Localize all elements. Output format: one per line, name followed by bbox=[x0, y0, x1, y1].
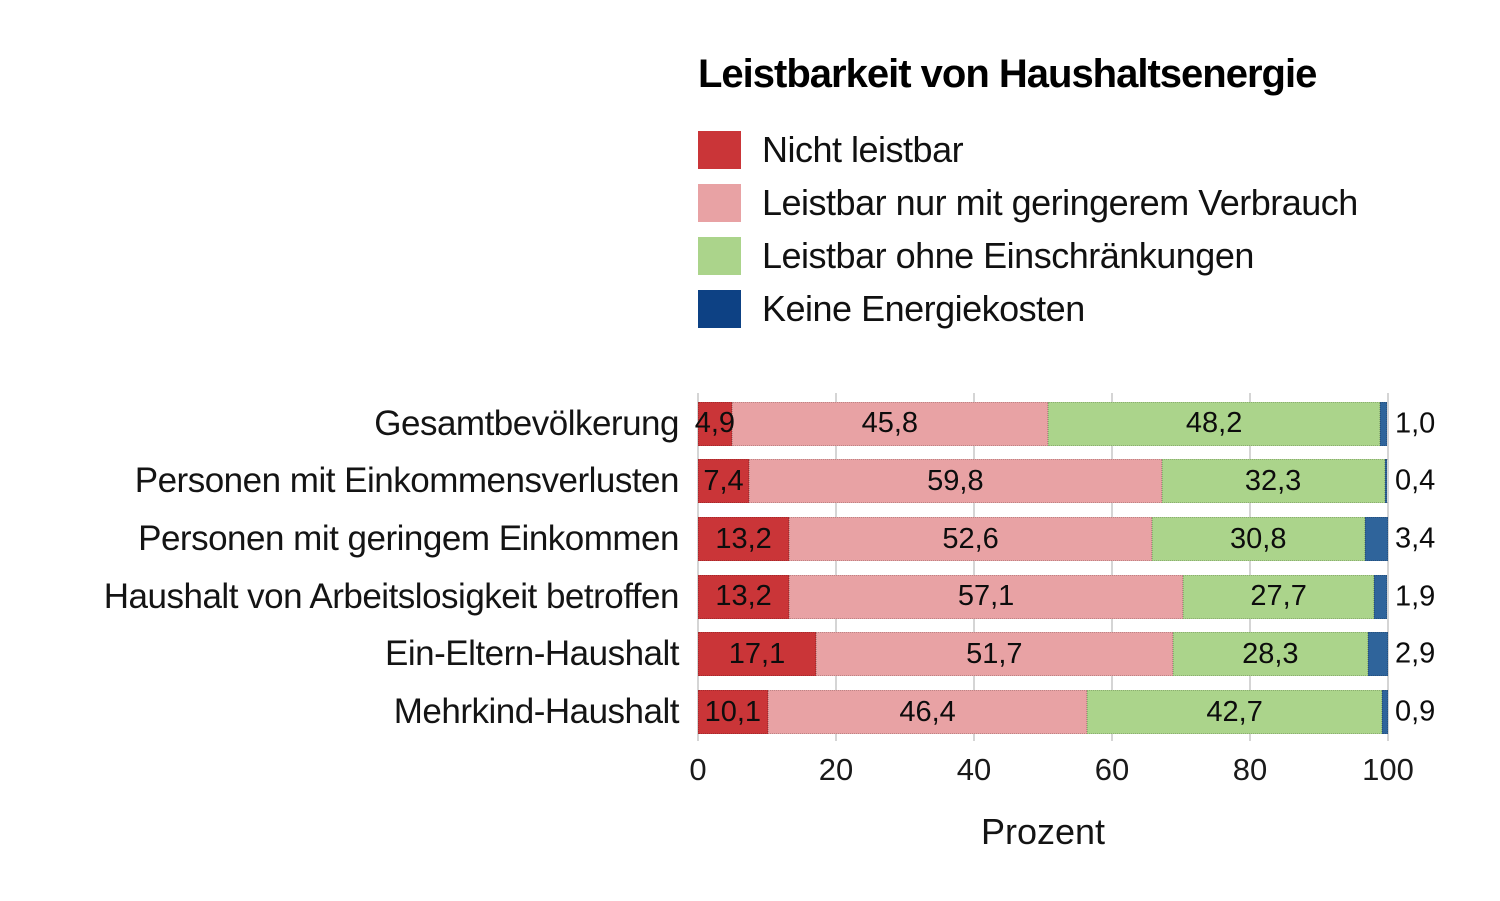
legend-item-label: Keine Energiekosten bbox=[762, 288, 1085, 329]
bar-segment: 27,7 bbox=[1183, 574, 1375, 619]
x-tick-label: 100 bbox=[1362, 752, 1414, 787]
category-label: Gesamtbevölkerung bbox=[374, 403, 679, 443]
bar-segment bbox=[1374, 574, 1388, 619]
legend-item-label: Leistbar nur mit geringerem Verbrauch bbox=[762, 182, 1358, 223]
bar-segment: 45,8 bbox=[731, 401, 1048, 446]
legend-item: Nicht leistbar bbox=[698, 129, 1358, 170]
gridline bbox=[973, 393, 975, 741]
x-tick-label: 60 bbox=[1094, 752, 1130, 787]
segment-value-label: 48,2 bbox=[1185, 407, 1243, 440]
segment-value-label: 7,4 bbox=[703, 464, 744, 497]
x-tick-label: 80 bbox=[1232, 752, 1268, 787]
segment-value-label: 28,3 bbox=[1242, 637, 1299, 670]
legend: Nicht leistbar Leistbar nur mit geringere… bbox=[698, 129, 1358, 329]
segment-value-label: 57,1 bbox=[957, 580, 1015, 613]
legend-swatch bbox=[698, 131, 741, 169]
bar-segment: 42,7 bbox=[1087, 690, 1382, 735]
segment-value-label: 46,4 bbox=[899, 695, 956, 728]
legend-swatch bbox=[698, 184, 741, 222]
segment-value-label: 51,7 bbox=[966, 637, 1023, 670]
segment-value-label: 27,7 bbox=[1250, 580, 1307, 613]
bar-segment: 57,1 bbox=[789, 574, 1184, 619]
bar-row: 13,2 57,1 27,7 1,9 bbox=[698, 574, 1435, 619]
x-axis-title: Prozent bbox=[980, 811, 1106, 852]
segment-value-label: 32,3 bbox=[1244, 464, 1302, 497]
gridline bbox=[1387, 393, 1389, 741]
gridline bbox=[1249, 393, 1251, 741]
bar-segment: 17,1 bbox=[698, 632, 816, 677]
bar-segment bbox=[1367, 632, 1388, 677]
bar-segment: 48,2 bbox=[1047, 401, 1381, 446]
bar-segment bbox=[1384, 459, 1388, 504]
plot-area: Prozent 0 20 40 60 80 100 4,9 45,8 48,2 1,0 7,4 59,… bbox=[689, 393, 1435, 852]
bar-segment bbox=[1381, 690, 1389, 735]
bar-segment: 51,7 bbox=[815, 632, 1173, 677]
segment-value-label-outside: 1,0 bbox=[1395, 407, 1436, 440]
bar-segment: 4,9 bbox=[694, 401, 736, 446]
x-tick-label: 0 bbox=[689, 752, 707, 787]
segment-value-label: 10,1 bbox=[704, 695, 762, 728]
segment-value-label: 13,2 bbox=[715, 522, 772, 555]
bar-row: 7,4 59,8 32,3 0,4 bbox=[698, 459, 1435, 504]
bar-segment: 10,1 bbox=[698, 690, 768, 735]
bar-row: 10,1 46,4 42,7 0,9 bbox=[698, 690, 1435, 735]
gridline bbox=[835, 393, 837, 741]
bar-segment: 30,8 bbox=[1152, 517, 1365, 562]
legend-item: Leistbar nur mit geringerem Verbrauch bbox=[698, 182, 1358, 223]
segment-value-label: 42,7 bbox=[1206, 695, 1263, 728]
bar-segment: 52,6 bbox=[789, 517, 1153, 562]
legend-item-label: Leistbar ohne Einschränkungen bbox=[762, 235, 1254, 276]
category-label: Personen mit geringem Einkommen bbox=[138, 519, 679, 559]
legend-item-label: Nicht leistbar bbox=[762, 129, 964, 170]
bar-segment: 59,8 bbox=[749, 459, 1162, 504]
category-label: Haushalt von Arbeitslosigkeit betroffen bbox=[103, 576, 680, 616]
x-tick-label: 40 bbox=[956, 752, 992, 787]
bar-segment: 7,4 bbox=[698, 459, 750, 504]
legend-item: Keine Energiekosten bbox=[698, 288, 1358, 329]
segment-value-label-outside: 1,9 bbox=[1395, 580, 1436, 613]
bar-segment: 46,4 bbox=[767, 690, 1088, 735]
segment-value-label-outside: 0,9 bbox=[1395, 695, 1436, 728]
category-labels: Gesamtbevölkerung Personen mit Einkommens… bbox=[0, 395, 680, 741]
gridline bbox=[697, 393, 699, 741]
bar-row: 17,1 51,7 28,3 2,9 bbox=[698, 632, 1435, 677]
segment-value-label: 45,8 bbox=[861, 407, 919, 440]
legend-swatch bbox=[698, 290, 741, 328]
segment-value-label: 17,1 bbox=[728, 637, 786, 670]
segment-value-label-outside: 2,9 bbox=[1395, 637, 1436, 670]
segment-value-label: 13,2 bbox=[715, 580, 772, 613]
legend-item: Leistbar ohne Einschränkungen bbox=[698, 235, 1358, 276]
bar-row: 4,9 45,8 48,2 1,0 bbox=[694, 401, 1435, 446]
segment-value-label: 59,8 bbox=[927, 464, 984, 497]
bar-segment bbox=[1380, 401, 1388, 446]
bar-segment: 28,3 bbox=[1172, 632, 1368, 677]
category-label: Personen mit Einkommensverlusten bbox=[134, 461, 680, 501]
bar-segment: 13,2 bbox=[698, 517, 790, 562]
bar-segment: 32,3 bbox=[1161, 459, 1385, 504]
segment-value-label: 52,6 bbox=[942, 522, 999, 555]
category-label: Mehrkind-Haushalt bbox=[393, 692, 680, 732]
segment-value-label-outside: 3,4 bbox=[1395, 522, 1436, 555]
x-tick-label: 20 bbox=[818, 752, 854, 787]
category-label: Ein-Eltern-Haushalt bbox=[385, 634, 679, 674]
chart-title: Leistbarkeit von Haushaltsenergie bbox=[698, 52, 1317, 96]
bar-row: 13,2 52,6 30,8 3,4 bbox=[698, 517, 1435, 562]
segment-value-label-outside: 0,4 bbox=[1395, 464, 1436, 497]
bar-segment: 13,2 bbox=[698, 574, 790, 619]
segment-value-label: 4,9 bbox=[694, 407, 736, 440]
segment-value-label: 30,8 bbox=[1230, 522, 1287, 555]
bar-segment bbox=[1364, 517, 1388, 562]
gridline bbox=[1111, 393, 1113, 741]
legend-swatch bbox=[698, 237, 741, 275]
